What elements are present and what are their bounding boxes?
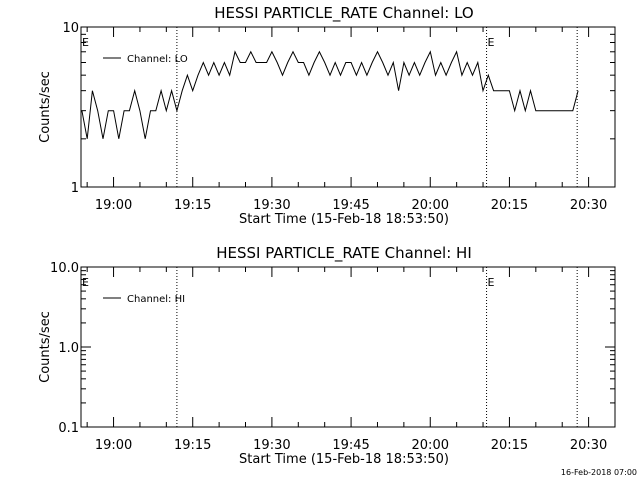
y-tick-label: 10 — [62, 21, 79, 36]
x-tick-label: 20:00 — [412, 198, 449, 213]
x-tick-label: 19:00 — [95, 438, 132, 453]
x-axis-label: Start Time (15-Feb-18 18:53:50) — [239, 212, 449, 227]
event-marker-label: E — [82, 276, 89, 289]
legend-entry: Channel: HI — [127, 294, 185, 305]
chart-title: HESSI PARTICLE_RATE Channel: LO — [214, 4, 473, 23]
y-tick-label: 1 — [71, 181, 79, 196]
y-tick-label: 0.1 — [58, 421, 79, 436]
x-tick-label: 19:45 — [332, 198, 369, 213]
event-marker-label: E — [82, 36, 89, 49]
event-marker-label: E — [488, 276, 495, 289]
series-line — [81, 50, 579, 139]
x-tick-label: 20:15 — [491, 438, 528, 453]
y-axis-label: Counts/sec — [38, 311, 53, 383]
chart-panel-1: HESSI PARTICLE_RATE Channel: LO 1 10 19:00 1… — [38, 4, 616, 227]
x-tick-label: 19:45 — [332, 438, 369, 453]
chart-title: HESSI PARTICLE_RATE Channel: HI — [216, 244, 472, 263]
x-tick-label: 20:00 — [412, 438, 449, 453]
x-axis-label: Start Time (15-Feb-18 18:53:50) — [239, 452, 449, 467]
y-tick-label: 1.0 — [58, 341, 79, 356]
x-tick-label: 19:15 — [174, 438, 211, 453]
y-axis-label: Counts/sec — [38, 71, 53, 143]
plot-frame — [80, 26, 616, 188]
x-tick-label: 19:30 — [253, 438, 290, 453]
x-tick-label: 19:00 — [95, 198, 132, 213]
x-tick-label: 19:30 — [253, 198, 290, 213]
x-tick-label: 19:15 — [174, 198, 211, 213]
plot-frame — [80, 266, 616, 428]
x-tick-label: 20:30 — [570, 198, 607, 213]
chart-panel-2: HESSI PARTICLE_RATE Channel: HI 0.1 1.0 10.… — [38, 244, 616, 467]
x-tick-label: 20:30 — [570, 438, 607, 453]
generation-timestamp: 16-Feb-2018 07:00 — [561, 468, 637, 477]
x-tick-label: 20:15 — [491, 198, 528, 213]
legend-entry: Channel: LO — [127, 54, 188, 65]
y-tick-label: 10.0 — [50, 261, 79, 276]
event-marker-label: E — [488, 36, 495, 49]
